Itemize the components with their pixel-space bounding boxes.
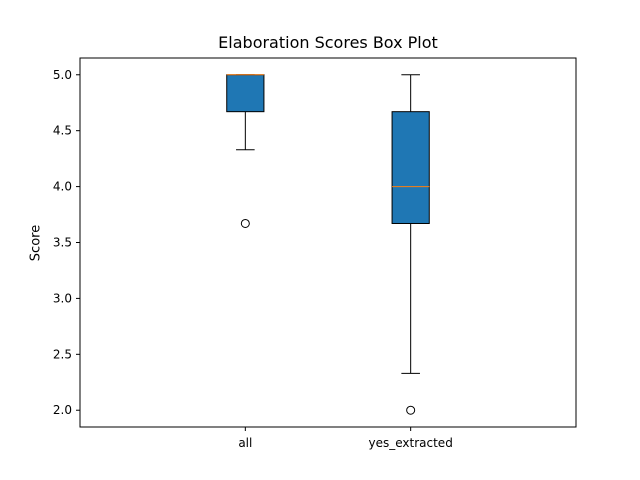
y-tick-label: 5.0	[53, 68, 72, 82]
x-tick-label: all	[238, 436, 252, 450]
x-tick-label: yes_extracted	[369, 436, 453, 450]
y-tick-label: 3.0	[53, 291, 72, 305]
y-tick-label: 3.5	[53, 236, 72, 250]
y-tick-label: 2.5	[53, 347, 72, 361]
y-tick-label: 4.0	[53, 180, 72, 194]
iqr-box	[391, 111, 430, 224]
chart-title: Elaboration Scores Box Plot	[218, 33, 438, 52]
outlier-point	[406, 405, 416, 415]
outlier-point	[240, 218, 250, 228]
iqr-box	[226, 74, 265, 113]
plot-area-frame	[79, 57, 577, 428]
y-tick-label: 2.0	[53, 403, 72, 417]
y-tick-label: 4.5	[53, 124, 72, 138]
